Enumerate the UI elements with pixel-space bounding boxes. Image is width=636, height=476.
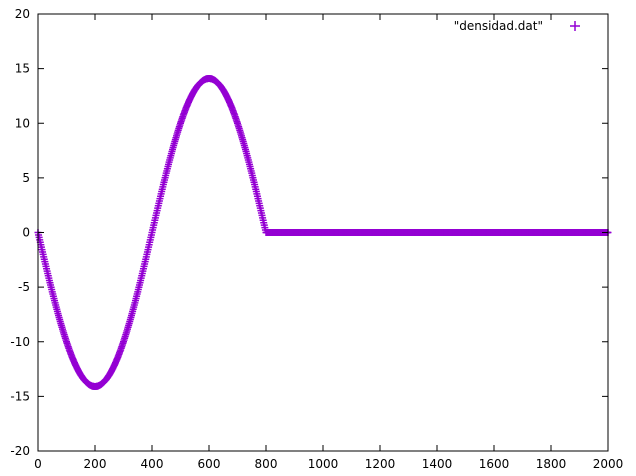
y-tick-label: 5 — [22, 171, 30, 185]
y-tick-label: 0 — [22, 226, 30, 240]
legend-marker-glyph — [570, 21, 580, 31]
y-tick-label: 10 — [15, 116, 30, 130]
legend-label: "densidad.dat" — [454, 19, 543, 33]
y-tick-label: -20 — [10, 444, 30, 458]
y-tick-label: -10 — [10, 335, 30, 349]
y-tick-label: -5 — [18, 280, 30, 294]
axis-ticks: 0 200 400 600 800 1000 1200 1400 1600 1800 2000-20… — [10, 7, 623, 471]
x-tick-label: 0 — [34, 457, 42, 471]
y-tick-label: -15 — [10, 389, 30, 403]
plot-frame — [37, 13, 609, 452]
x-tick-label: 600 — [198, 457, 221, 471]
data-points — [34, 74, 612, 391]
x-tick-label: 200 — [84, 457, 107, 471]
x-tick-label: 1000 — [308, 457, 339, 471]
legend-marker — [570, 21, 580, 31]
x-tick-label: 1800 — [536, 457, 567, 471]
x-tick-label: 1200 — [365, 457, 396, 471]
x-tick-label: 2000 — [593, 457, 624, 471]
x-tick-label: 1600 — [479, 457, 510, 471]
x-tick-label: 400 — [141, 457, 164, 471]
y-tick-label: 15 — [15, 62, 30, 76]
x-tick-label: 1400 — [422, 457, 453, 471]
series-densidad — [34, 74, 612, 391]
x-tick-label: 800 — [255, 457, 278, 471]
y-tick-label: 20 — [15, 7, 30, 21]
legend: "densidad.dat" — [454, 19, 580, 33]
